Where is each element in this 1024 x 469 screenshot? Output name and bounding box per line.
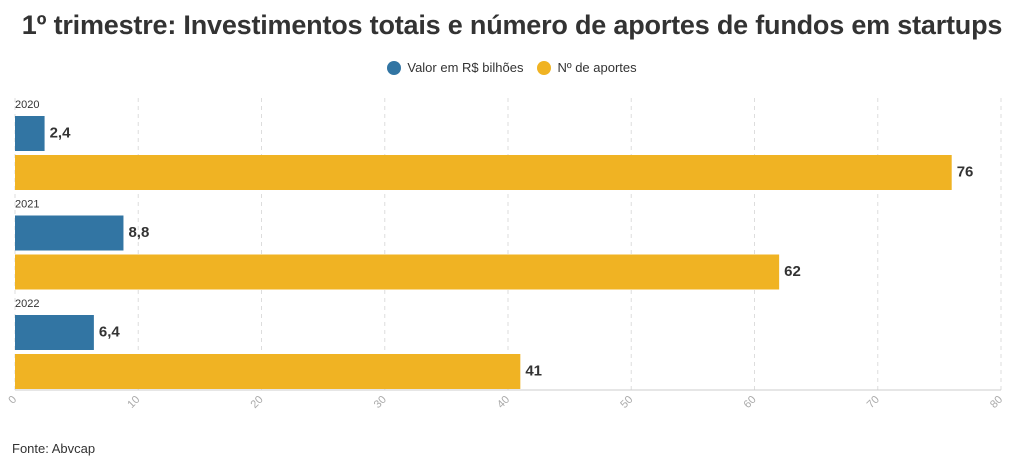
x-tick-label-50: 50 [618,394,635,411]
legend-swatch-valor [387,60,402,75]
category-label-2022: 2022 [15,298,39,310]
legend-swatch-aportes [537,60,552,75]
bar-2020-aportes [15,155,952,190]
legend-label-valor: Valor em R$ bilhões [407,60,524,75]
bar-2022-valor [15,315,94,350]
data-label-2022-aportes: 41 [525,362,542,379]
category-label-2021: 2021 [15,199,39,211]
bar-2022-aportes [15,354,521,389]
x-tick-label-40: 40 [495,394,512,411]
data-label-2020-aportes: 76 [957,163,974,180]
x-tick-label-10: 10 [125,394,142,411]
bar-2021-aportes [15,254,780,290]
bar-2021-valor [15,215,124,251]
chart-title: 1º trimestre: Investimentos totais e núm… [21,10,1003,40]
x-tick-label-0: 0 [6,394,19,407]
source-note: Fonte: Abvcap [12,441,96,456]
legend-item-aportes[interactable]: Nº de aportes [537,60,637,75]
category-label-2020: 2020 [15,99,39,111]
x-tick-label-30: 30 [372,394,389,411]
x-tick-label-20: 20 [249,394,266,411]
legend: Valor em R$ bilhões Nº de aportes [0,60,1024,75]
x-tick-label-60: 60 [742,394,759,411]
data-label-2021-valor: 8,8 [128,224,149,241]
data-label-2022-valor: 6,4 [99,323,121,340]
legend-label-aportes: Nº de aportes [557,60,637,75]
bar-2020-valor [15,116,45,151]
data-label-2021-aportes: 62 [784,263,801,280]
x-tick-label-80: 80 [988,394,1005,411]
legend-item-valor[interactable]: Valor em R$ bilhões [387,60,523,75]
x-tick-label-70: 70 [865,394,882,411]
data-label-2020-valor: 2,4 [50,124,72,141]
